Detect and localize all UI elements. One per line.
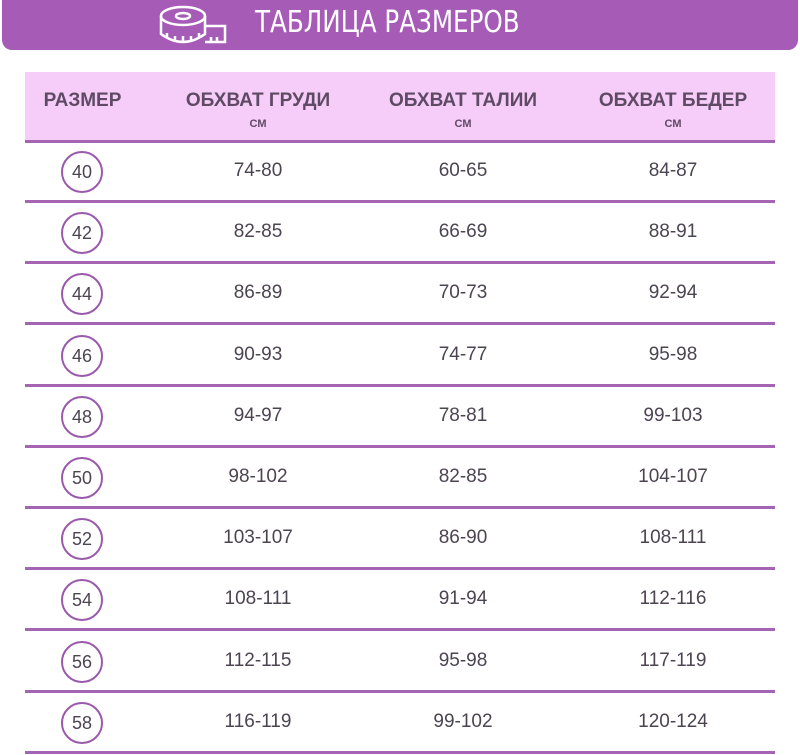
- table-cell: 112-115: [224, 649, 292, 671]
- table-cell: 104-107: [638, 466, 708, 487]
- table-cell: 60-65: [438, 160, 488, 181]
- table-row: 44 86-89 70-73 92-94: [25, 264, 775, 326]
- table-cell: 74-80: [233, 160, 283, 181]
- table-cell: 108-111: [639, 527, 707, 549]
- table-row: 54 108-111 91-94 112-116: [25, 570, 775, 632]
- column-header-label: ОБХВАТ ГРУДИ: [185, 90, 331, 111]
- table-row: 40 74-80 60-65 84-87: [25, 142, 775, 203]
- table-cell: 82-85: [438, 466, 488, 487]
- table-cell: 92-94: [648, 282, 698, 304]
- table-row: 58 116-119 99-102 120-124: [25, 693, 775, 754]
- table-cell: 117-119: [639, 649, 707, 671]
- table-row: 52 103-107 86-90 108-111: [25, 509, 775, 571]
- column-header-unit: СМ: [249, 118, 267, 130]
- size-badge: 50: [61, 457, 103, 499]
- table-cell: 103-107: [223, 527, 293, 549]
- table-row: 50 98-102 82-85 104-107: [25, 448, 775, 509]
- size-badge: 40: [61, 151, 103, 193]
- table-cell: 116-119: [224, 710, 292, 732]
- table-header: РАЗМЕР ОБХВАТ ГРУДИ СМ ОБХВАТ ТАЛИИ СМ ОБХВАТ…: [25, 72, 775, 143]
- table-cell: 90-93: [233, 343, 283, 365]
- banner-title: ТАБЛИЦА РАЗМЕРОВ: [255, 5, 520, 40]
- size-badge: 44: [61, 273, 103, 316]
- table-cell: 88-91: [648, 221, 698, 243]
- table-cell: 99-102: [433, 710, 493, 732]
- table-cell: 98-102: [228, 466, 288, 487]
- table-cell: 95-98: [648, 343, 698, 365]
- size-badge: 46: [61, 334, 103, 377]
- table-row: 46 90-93 74-77 95-98: [25, 326, 775, 387]
- column-header-unit: СМ: [454, 118, 472, 130]
- column-header-label: ОБХВАТ ТАЛИИ: [388, 90, 538, 111]
- table-cell: 78-81: [438, 404, 488, 426]
- table-cell: 94-97: [233, 404, 283, 426]
- column-header: ОБХВАТ ГРУДИ СМ: [168, 90, 348, 130]
- size-badge: 58: [61, 701, 103, 744]
- column-header-unit: СМ: [664, 118, 682, 130]
- column-header: ОБХВАТ БЕДЕР СМ: [573, 90, 773, 130]
- size-badge: 52: [61, 518, 103, 561]
- table-cell: 99-103: [643, 404, 703, 426]
- table-cell: 70-73: [438, 282, 488, 304]
- size-badge: 56: [61, 640, 103, 683]
- size-badge: 54: [61, 579, 103, 622]
- table-cell: 86-89: [233, 282, 283, 304]
- table-cell: 91-94: [438, 588, 488, 610]
- table-row: 56 112-115 95-98 117-119: [25, 632, 775, 693]
- table-cell: 112-116: [639, 588, 707, 610]
- table-row: 48 94-97 78-81 99-103: [25, 387, 775, 448]
- table-cell: 66-69: [438, 221, 488, 243]
- title-banner: ТАБЛИЦА РАЗМЕРОВ: [2, 0, 798, 50]
- table-cell: 95-98: [438, 649, 488, 671]
- table-cell: 120-124: [638, 710, 708, 732]
- table-cell: 108-111: [224, 588, 292, 610]
- column-header: ОБХВАТ ТАЛИИ СМ: [368, 90, 558, 130]
- measuring-tape-icon: [159, 5, 227, 44]
- size-badge: 42: [61, 212, 103, 255]
- table-cell: 84-87: [648, 160, 698, 181]
- size-badge: 48: [61, 395, 103, 438]
- table-cell: 86-90: [438, 527, 488, 549]
- table-cell: 74-77: [438, 343, 488, 365]
- table-row: 42 82-85 66-69 88-91: [25, 203, 775, 265]
- column-header-label: РАЗМЕР: [43, 90, 122, 111]
- column-header-label: ОБХВАТ БЕДЕР: [598, 90, 748, 111]
- table-cell: 82-85: [233, 221, 283, 243]
- column-header: РАЗМЕР: [25, 90, 140, 112]
